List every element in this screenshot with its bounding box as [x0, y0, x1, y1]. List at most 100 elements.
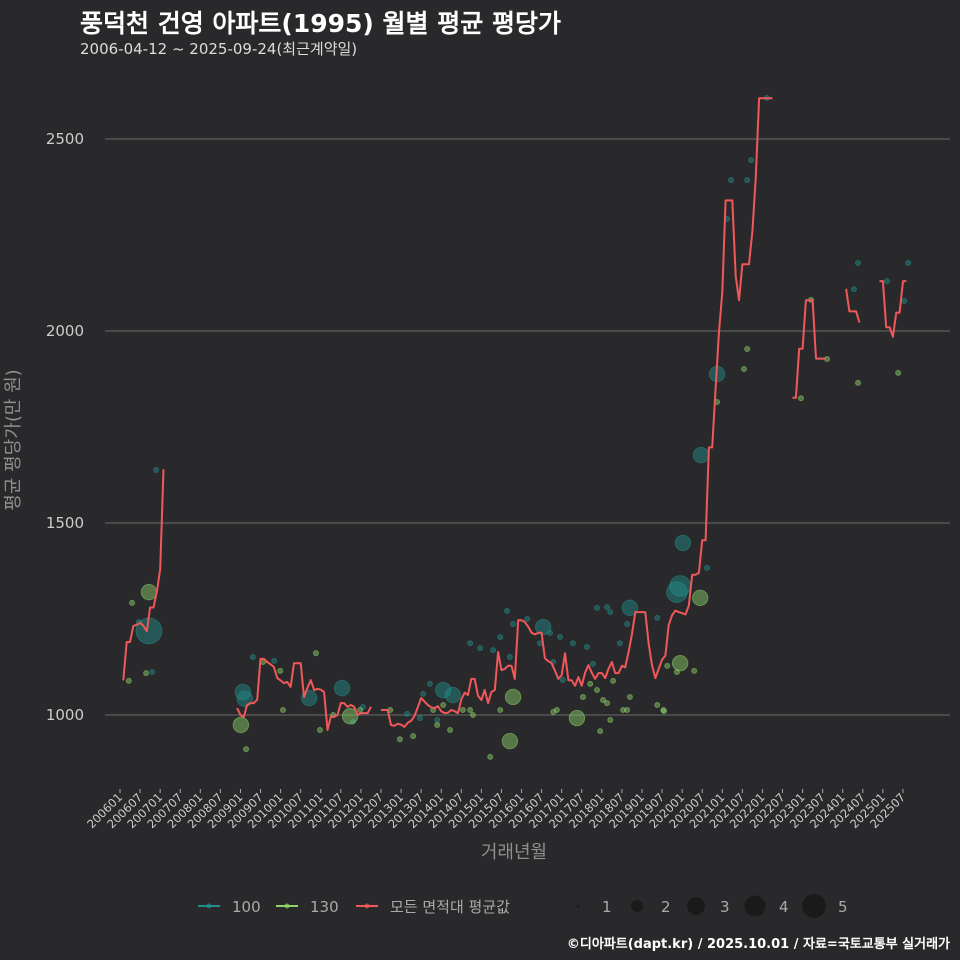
area-100-point	[444, 686, 462, 704]
footer-credit: ©디아파트(dapt.kr) / 2025.10.01 / 자료=국토교통부 실…	[566, 937, 950, 952]
area-130-point	[143, 670, 150, 677]
area-130-point	[661, 708, 668, 715]
legend-size-circle	[802, 894, 826, 918]
area-100-point	[234, 683, 252, 701]
area-100-point	[569, 640, 576, 647]
area-100-point	[883, 278, 890, 285]
area-100-point	[559, 677, 566, 684]
area-100-point	[434, 716, 441, 723]
area-130-point	[396, 736, 403, 743]
area-130-point	[232, 716, 250, 734]
area-130-point	[671, 654, 689, 672]
area-130-point	[125, 677, 132, 684]
legend-size-label: 1	[602, 898, 612, 916]
average-line-segment	[879, 280, 907, 338]
area-130-point	[459, 707, 466, 714]
area-100-point	[744, 177, 751, 184]
legend-size-label: 2	[661, 898, 671, 916]
area-100-point	[404, 710, 411, 717]
area-100-point	[547, 629, 554, 636]
legend-size-label: 5	[838, 898, 848, 916]
area-130-point	[624, 707, 631, 714]
area-100-point	[666, 581, 688, 603]
area-100-point	[624, 620, 631, 627]
area-130-point	[280, 707, 287, 714]
area-130-point	[600, 697, 607, 704]
area-130-point	[691, 667, 698, 674]
area-100-point	[477, 645, 484, 652]
area-130-point	[604, 700, 611, 707]
legend-label: 모든 면적대 평균값	[390, 898, 510, 916]
area-130-point	[594, 687, 601, 694]
x-axis-title: 거래년월	[481, 842, 547, 863]
legend-size-circle	[687, 897, 705, 915]
area-100-point	[149, 668, 156, 675]
area-130-point	[664, 662, 671, 669]
area-100-point	[504, 607, 511, 614]
area-100-point	[524, 616, 531, 622]
average-line-segment	[792, 299, 826, 399]
area-130-point	[501, 732, 519, 750]
area-130-point	[568, 709, 586, 727]
area-130-point	[553, 707, 560, 714]
area-100-point	[607, 609, 614, 616]
area-100-point	[604, 604, 611, 611]
area-130-point	[895, 369, 902, 376]
area-130-point	[277, 667, 284, 674]
area-130-point	[357, 707, 364, 714]
area-100-point	[271, 657, 278, 664]
area-100-point	[510, 620, 517, 627]
area-100-point	[467, 640, 474, 647]
area-130-point	[447, 726, 454, 733]
area-130-point	[341, 707, 359, 725]
y-tick-label: 2500	[46, 130, 84, 148]
area-130-point	[626, 693, 633, 700]
legend-key-dot	[284, 903, 290, 909]
area-130-point	[434, 721, 441, 728]
area-130-point	[579, 693, 586, 700]
area-130-point	[129, 599, 136, 606]
legend-label: 100	[232, 898, 261, 916]
average-line-segment	[845, 288, 861, 323]
area-100-point	[621, 599, 639, 617]
area-130-point	[620, 707, 627, 714]
chart-subtitle: 2006-04-12 ~ 2025-09-24(최근계약일)	[80, 40, 358, 58]
area-130-point	[487, 753, 494, 760]
area-130-point	[243, 746, 250, 753]
area-130-point	[312, 650, 319, 657]
area-100-point	[506, 654, 513, 661]
legend-size-label: 3	[720, 898, 730, 916]
area-100-point	[692, 446, 710, 464]
area-130-point	[316, 726, 323, 733]
area-100-point	[674, 534, 692, 552]
area-100-point	[420, 690, 427, 697]
area-130-point	[410, 733, 417, 740]
area-100-point	[901, 298, 908, 305]
legend-size-label: 4	[779, 898, 789, 916]
area-100-point	[854, 260, 861, 267]
legend: 100 130 모든 면적대 평균값 1 2 3 4 5	[198, 894, 848, 918]
area-100-point	[435, 681, 452, 699]
area-100-point	[497, 634, 504, 641]
legend-key-dot	[364, 903, 370, 909]
area-130-point	[469, 712, 476, 718]
area-130-point	[744, 346, 751, 353]
area-130-point	[854, 379, 861, 386]
area-100-point	[416, 715, 423, 722]
area-130-point	[440, 702, 447, 709]
area-130-point	[467, 707, 474, 714]
average-line-segment	[122, 469, 165, 681]
legend-key-dot	[206, 903, 212, 909]
legend-size-circle	[744, 895, 766, 917]
area-130-point	[497, 707, 504, 714]
area-100-point	[728, 177, 735, 184]
area-100-point	[583, 644, 590, 651]
area-100-point	[535, 618, 552, 636]
y-axis-title: 평균 평당가(만 원)	[3, 369, 24, 510]
area-100-point	[153, 467, 160, 474]
legend-label: 130	[310, 898, 339, 916]
average-line-segment	[381, 97, 773, 728]
area-100-point	[333, 679, 351, 697]
area-100-point	[490, 647, 497, 654]
